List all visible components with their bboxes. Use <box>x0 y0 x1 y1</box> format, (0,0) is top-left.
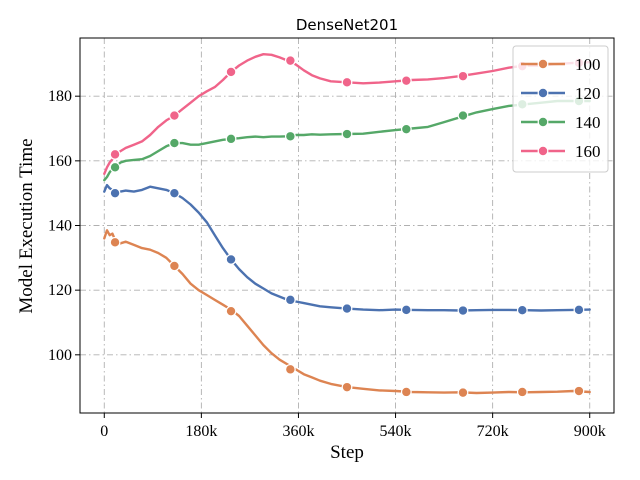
data-point <box>341 303 353 314</box>
x-tick-label: 540k <box>380 423 412 440</box>
x-tick-label: 900k <box>574 423 606 440</box>
data-point <box>168 260 180 272</box>
data-point <box>400 75 412 87</box>
data-point <box>109 161 121 173</box>
series-line-120 <box>103 183 591 312</box>
data-point <box>284 294 296 306</box>
data-point <box>341 76 353 88</box>
series-120 <box>103 183 591 316</box>
axis-ticks: 0 180k 360k 540k 720k 900k 100 120 140 160 180 <box>48 88 606 440</box>
data-point <box>109 187 121 199</box>
data-point <box>168 187 180 199</box>
data-point <box>516 386 528 398</box>
data-point <box>225 305 237 317</box>
data-point <box>284 130 296 142</box>
legend-marker <box>537 87 549 99</box>
legend-label: 160 <box>575 142 601 161</box>
legend-box <box>512 45 609 173</box>
legend-item: 100 <box>521 55 601 74</box>
x-tick-label: 0 <box>100 423 108 440</box>
y-axis-label: Model Execution Time <box>16 138 37 313</box>
series-group <box>103 53 591 399</box>
legend: 100 120 140 160 <box>512 45 609 173</box>
legend-label: 120 <box>575 84 601 103</box>
legend-label: 100 <box>575 55 601 74</box>
x-tick-label: 180k <box>185 423 217 440</box>
legend-item: 160 <box>521 142 601 161</box>
legend-item: 120 <box>521 84 601 103</box>
data-point <box>573 385 585 397</box>
data-point <box>225 66 237 78</box>
y-tick-label: 120 <box>48 282 72 299</box>
y-tick-label: 100 <box>48 347 72 364</box>
data-point <box>284 363 296 375</box>
data-point <box>109 236 121 248</box>
data-point <box>341 381 353 393</box>
data-point <box>109 148 121 160</box>
legend-label: 140 <box>575 113 601 132</box>
legend-marker <box>537 58 549 70</box>
chart-title: DenseNet201 <box>296 16 398 34</box>
data-point <box>400 304 412 316</box>
data-point <box>457 305 469 316</box>
data-point <box>457 110 469 121</box>
x-tick-label: 720k <box>477 423 509 440</box>
legend-marker <box>537 145 549 157</box>
data-point <box>284 55 296 67</box>
x-tick-label: 360k <box>282 423 314 440</box>
data-point <box>168 110 180 121</box>
data-point <box>457 387 469 399</box>
x-axis-label: Step <box>330 442 364 463</box>
y-tick-label: 180 <box>48 88 72 105</box>
data-point <box>573 304 585 316</box>
data-point <box>457 70 469 82</box>
data-point <box>225 133 237 145</box>
y-tick-label: 140 <box>48 218 72 235</box>
data-point <box>341 128 353 140</box>
grid <box>80 38 614 413</box>
legend-item: 140 <box>521 113 601 132</box>
series-160 <box>103 53 591 175</box>
data-point <box>168 137 180 149</box>
legend-marker <box>537 116 549 128</box>
y-tick-label: 160 <box>48 153 72 170</box>
data-point <box>225 254 237 265</box>
data-point <box>400 386 412 398</box>
data-point <box>516 304 528 316</box>
series-100 <box>103 229 591 399</box>
data-point <box>400 123 412 135</box>
